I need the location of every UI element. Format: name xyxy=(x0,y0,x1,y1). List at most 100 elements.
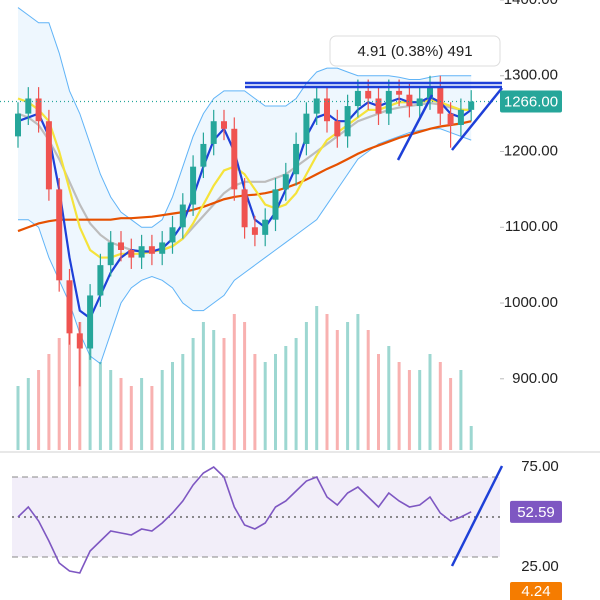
candle-body xyxy=(231,128,238,190)
candle-body xyxy=(128,250,135,258)
volume-bar xyxy=(304,322,308,450)
volume-bar xyxy=(418,370,422,450)
volume-bar xyxy=(335,330,339,450)
candle-body xyxy=(416,98,423,107)
candle-body xyxy=(282,174,289,190)
drawn-line xyxy=(396,94,434,161)
volume-bar xyxy=(449,378,453,450)
candle-body xyxy=(148,246,155,254)
volume-bar xyxy=(428,354,432,450)
volume-bar xyxy=(109,370,113,450)
volume-bar xyxy=(88,346,92,450)
volume-bar xyxy=(201,322,205,450)
candle-body xyxy=(447,113,454,125)
candle-body xyxy=(427,87,433,99)
candle-body xyxy=(365,90,372,99)
volume-bar xyxy=(181,354,185,450)
volume-bar xyxy=(469,426,473,450)
candle-body xyxy=(396,90,403,95)
candle-body xyxy=(56,189,63,281)
band-line xyxy=(18,128,472,365)
volume-bar xyxy=(274,354,277,450)
candle-body xyxy=(272,189,279,220)
candle-body xyxy=(385,90,392,114)
other-tag xyxy=(510,582,562,600)
volume-bar xyxy=(57,338,61,450)
volume-bar xyxy=(222,338,226,450)
y-tick-label: 1400.00 xyxy=(504,0,558,8)
volume-bar xyxy=(129,386,133,450)
candle-body xyxy=(35,98,42,122)
moving-average xyxy=(17,97,472,259)
volume-bar xyxy=(346,322,350,450)
volume-bar xyxy=(171,362,174,450)
rsi-band xyxy=(12,477,500,557)
volume-bar xyxy=(26,378,30,450)
tooltip-box xyxy=(329,35,501,67)
candle-body xyxy=(251,227,258,235)
rsi-last-label: 52.59 xyxy=(517,504,555,521)
candle-body xyxy=(15,113,21,137)
volume-bar xyxy=(387,346,391,450)
drawn-line xyxy=(450,465,504,567)
candle-body xyxy=(76,333,83,349)
band-line xyxy=(17,7,472,228)
candle-body xyxy=(210,121,217,144)
other-value-label: 4.24 xyxy=(521,583,550,600)
volume-bar xyxy=(160,370,164,450)
candle-body xyxy=(87,295,94,349)
volume-bar xyxy=(232,314,236,450)
volume-bar xyxy=(366,330,370,450)
candle-body xyxy=(406,94,413,107)
y-tick-label: 1300.00 xyxy=(504,67,558,84)
candle-body xyxy=(97,265,104,296)
candle-body xyxy=(66,280,73,334)
volume-bar xyxy=(16,386,20,450)
volume-bar xyxy=(98,362,102,450)
volume-bar xyxy=(253,354,257,450)
volume-bar xyxy=(407,370,411,450)
candle-body xyxy=(375,98,382,114)
candle-body xyxy=(241,189,248,228)
last-price-tag xyxy=(500,90,562,113)
rsi-line xyxy=(17,466,472,574)
volume-bar xyxy=(284,346,288,450)
y-tick-label: 1100.00 xyxy=(505,218,558,235)
candle-body xyxy=(138,246,145,258)
candle-body xyxy=(221,121,227,129)
candle-body xyxy=(179,204,186,228)
candle-body xyxy=(262,219,269,235)
volume-bar xyxy=(377,354,380,450)
y-tick-label: 1200.00 xyxy=(504,142,558,159)
y-tick-label: 25.00 xyxy=(521,558,559,575)
volume-bar xyxy=(191,338,195,450)
drawn-line xyxy=(451,87,503,151)
volume-bar xyxy=(119,378,123,450)
candle-body xyxy=(200,143,207,167)
last-price-label: 1266.00 xyxy=(504,93,558,110)
candle-body xyxy=(293,143,300,175)
volume-bar xyxy=(47,354,51,450)
candle-body xyxy=(45,121,52,190)
tooltip-text: 4.91 (0.38%) 491 xyxy=(357,43,472,60)
candle-body xyxy=(354,90,361,107)
candle-body xyxy=(118,242,124,250)
volume-bar xyxy=(263,362,267,450)
candle-body xyxy=(25,98,32,114)
volume-bar xyxy=(68,330,71,450)
candle-body xyxy=(437,87,444,114)
volume-bar xyxy=(294,338,298,450)
volume-bar xyxy=(140,378,144,450)
candle-body xyxy=(303,113,310,144)
rsi-tag xyxy=(510,500,562,523)
candle-body xyxy=(190,166,197,205)
y-tick-label: 75.00 xyxy=(521,458,559,475)
candle-body xyxy=(457,109,464,125)
volume-bar xyxy=(37,370,41,450)
candle-body xyxy=(107,242,114,266)
volume-bar xyxy=(325,314,329,450)
y-tick-label: 1000.00 xyxy=(504,294,558,311)
y-tick-label: 900.00 xyxy=(512,370,558,387)
volume-bar xyxy=(459,370,463,450)
